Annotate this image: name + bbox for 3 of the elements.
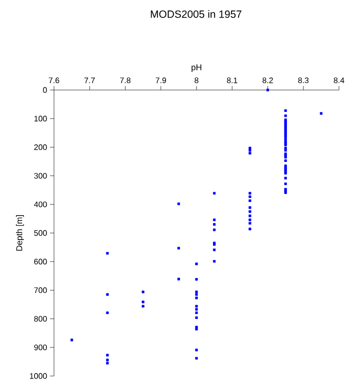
x-axis-title: pH (192, 64, 202, 72)
chart-title: MODS2005 in 1957 (150, 10, 242, 18)
y-axis-title: Depth [m] (16, 215, 24, 251)
